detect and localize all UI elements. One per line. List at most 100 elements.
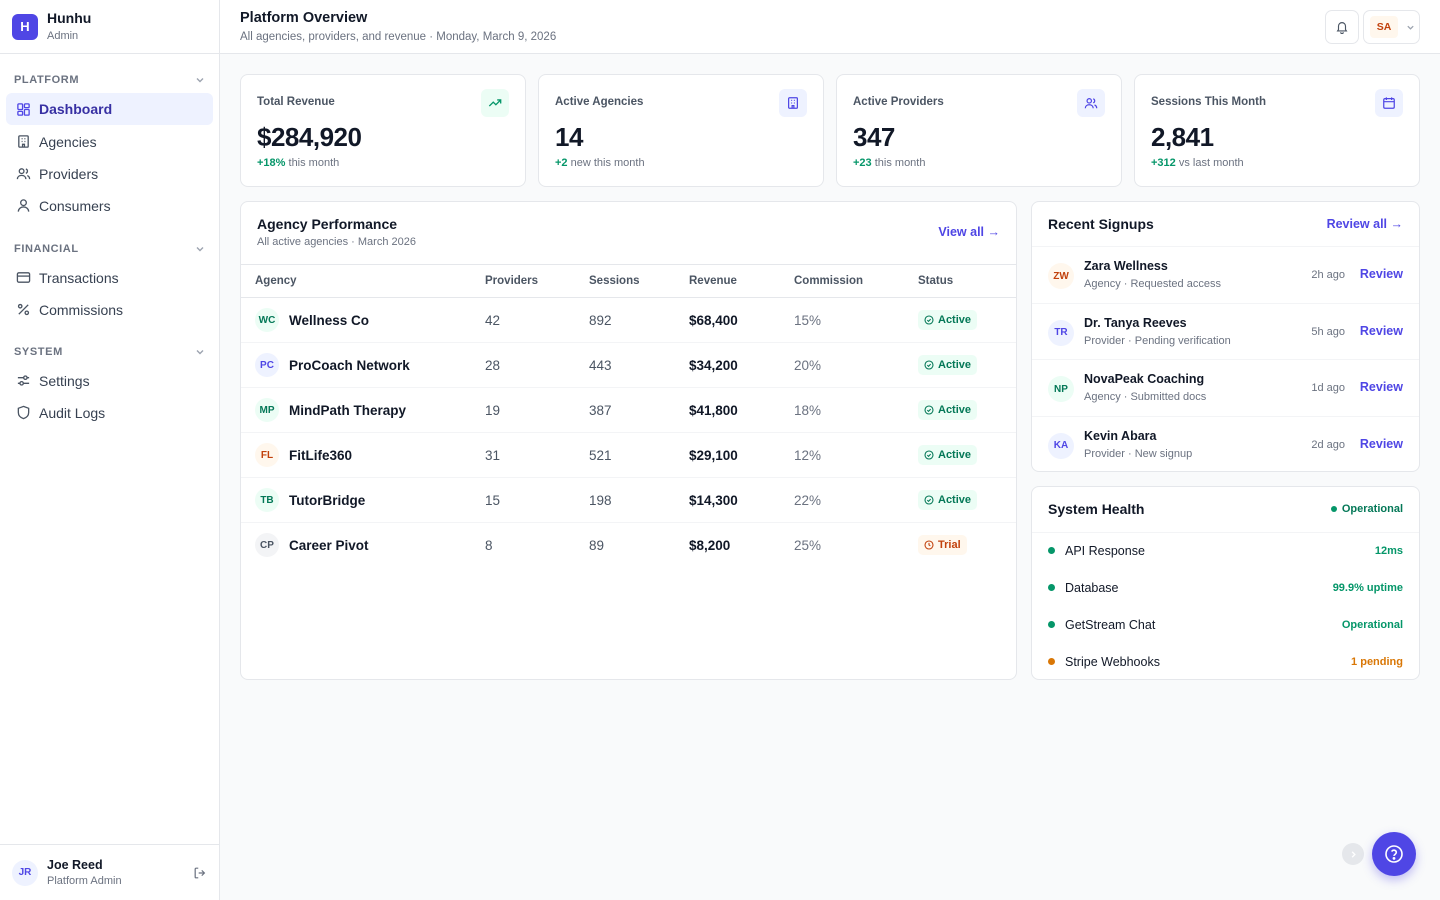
building-icon <box>788 97 798 109</box>
agency-name[interactable]: FitLife360 <box>289 447 353 463</box>
shield-icon <box>17 405 30 420</box>
stat-delta-text: new this month <box>567 157 645 169</box>
sidebar-item-label: Dashboard <box>39 101 113 117</box>
users-icon <box>16 168 31 180</box>
review-button[interactable]: Review <box>1359 380 1403 394</box>
signup-item: ZW Zara Wellness Agency · Requested access… <box>1032 246 1419 302</box>
stat-icon <box>779 89 807 117</box>
column-header[interactable]: Sessions <box>589 264 689 298</box>
agency-name[interactable]: Wellness Co <box>289 312 370 328</box>
sidebar-item-settings[interactable]: Settings <box>6 365 213 397</box>
recent-signups-panel: Recent Signups Review all → ZW Zara Welln… <box>1031 201 1420 472</box>
sidebar-item-commissions[interactable]: Commissions <box>6 294 213 326</box>
review-button[interactable]: Review <box>1359 323 1403 338</box>
stat-card-total-revenue: Total Revenue $284,920 +18% this month <box>240 74 526 187</box>
signup-time: 5h ago <box>1311 325 1345 338</box>
agency-name[interactable]: Career Pivot <box>289 537 369 553</box>
revenue-cell: $41,800 <box>689 387 794 433</box>
sidebar-item-label: Audit Logs <box>39 404 106 421</box>
trending-up-icon <box>488 99 502 107</box>
sidebar-item-label: Settings <box>39 372 90 389</box>
view-all-link[interactable]: View all → <box>938 225 1000 239</box>
nav-section-platform[interactable]: PLATFORM <box>0 72 219 88</box>
collapse-toggle-button[interactable] <box>1342 843 1364 865</box>
sidebar-item-providers[interactable]: Providers <box>6 158 213 190</box>
status-text: Active <box>938 449 972 461</box>
agency-name[interactable]: ProCoach Network <box>289 357 410 373</box>
logout-icon[interactable] <box>193 866 207 880</box>
table-row[interactable]: FL FitLife360 31 521 $29,100 12% Active <box>241 432 1016 478</box>
column-header[interactable]: Providers <box>485 264 589 298</box>
credit-card-icon <box>16 272 31 283</box>
bell-icon <box>1336 22 1348 34</box>
agency-table: Agency Providers Sessions Revenue Commis… <box>241 264 1016 568</box>
status-cell: Active <box>918 387 1016 433</box>
stat-icon <box>1077 89 1105 117</box>
commission-cell: 15% <box>794 297 918 343</box>
table-row[interactable]: PC ProCoach Network 28 443 $34,200 20% Active <box>241 342 1016 388</box>
sidebar-item-dashboard[interactable]: Dashboard <box>6 93 213 125</box>
avatar: NP <box>1048 376 1074 402</box>
review-button[interactable]: Review <box>1359 436 1403 451</box>
stat-card-active-providers: Active Providers 347 +23 this month <box>836 74 1122 187</box>
stat-label: Total Revenue <box>257 96 335 108</box>
brand[interactable]: H Hunhu Admin <box>0 0 219 54</box>
status-badge: Active <box>918 310 978 330</box>
revenue-cell: $29,100 <box>689 432 794 478</box>
stat-icon <box>481 89 509 117</box>
signup-meta: Provider · New signup <box>1084 447 1193 460</box>
help-button[interactable] <box>1372 832 1416 876</box>
sessions-cell: 387 <box>589 387 689 433</box>
sessions-cell: 892 <box>589 297 689 343</box>
stat-value: $284,920 <box>257 122 362 152</box>
status-cell: Active <box>918 477 1016 523</box>
user-icon <box>17 199 30 212</box>
agency-name[interactable]: MindPath Therapy <box>289 402 407 418</box>
sidebar-user[interactable]: JR Joe Reed Platform Admin <box>0 844 219 900</box>
nav-section-system[interactable]: SYSTEM <box>0 344 219 360</box>
stat-delta-value: +2 <box>555 157 568 169</box>
signup-name: Dr. Tanya Reeves <box>1084 315 1187 330</box>
table-row[interactable]: WC Wellness Co 42 892 $68,400 15% Active <box>241 297 1016 343</box>
agency-avatar: WC <box>255 308 279 332</box>
check-circle-icon <box>924 495 934 505</box>
signup-time: 1d ago <box>1311 382 1345 394</box>
panel-title: Agency Performance <box>257 216 398 232</box>
status-dot <box>1048 584 1055 591</box>
signup-name: Kevin Abara <box>1084 428 1157 443</box>
sidebar-item-transactions[interactable]: Transactions <box>6 262 213 294</box>
review-all-link[interactable]: Review all → <box>1326 217 1403 231</box>
check-circle-icon <box>924 315 934 325</box>
avatar: TR <box>1048 319 1074 346</box>
review-button[interactable]: Review <box>1359 267 1403 281</box>
sessions-cell: 89 <box>589 537 605 553</box>
sidebar-item-label: Agencies <box>39 133 97 150</box>
sidebar-item-audit-logs[interactable]: Audit Logs <box>6 397 213 429</box>
status-dot <box>1048 658 1055 665</box>
health-name: API Response <box>1065 543 1145 558</box>
sidebar-item-label: Providers <box>39 165 99 182</box>
column-header[interactable]: Agency <box>241 264 485 298</box>
stat-delta-text: this month <box>285 157 340 169</box>
status-badge: Trial <box>918 535 967 556</box>
notifications-button[interactable] <box>1325 10 1359 44</box>
health-item: GetStream Chat Operational <box>1032 606 1419 643</box>
brand-name: Hunhu <box>47 9 92 26</box>
sidebar-item-agencies[interactable]: Agencies <box>6 126 213 158</box>
clock-icon <box>924 540 934 550</box>
table-row[interactable]: MP MindPath Therapy 19 387 $41,800 18% Active <box>241 387 1016 433</box>
agency-cell: TB TutorBridge <box>241 477 485 523</box>
sidebar-item-consumers[interactable]: Consumers <box>6 190 213 222</box>
status-cell: Active <box>918 297 1016 343</box>
nav-section-financial[interactable]: FINANCIAL <box>0 241 219 257</box>
table-row[interactable]: TB TutorBridge 15 198 $14,300 22% Active <box>241 477 1016 523</box>
avatar: ZW <box>1048 263 1074 289</box>
user-menu-button[interactable]: SA <box>1363 10 1420 44</box>
column-header[interactable]: Commission <box>794 264 918 298</box>
stat-delta: +312 vs last month <box>1151 157 1244 169</box>
signup-name: NovaPeak Coaching <box>1084 372 1205 386</box>
column-header[interactable]: Status <box>918 264 1016 298</box>
column-header[interactable]: Revenue <box>689 264 794 298</box>
agency-name[interactable]: TutorBridge <box>289 492 366 508</box>
table-row[interactable]: CP Career Pivot 8 89 $8,200 25% Trial <box>241 523 1016 568</box>
